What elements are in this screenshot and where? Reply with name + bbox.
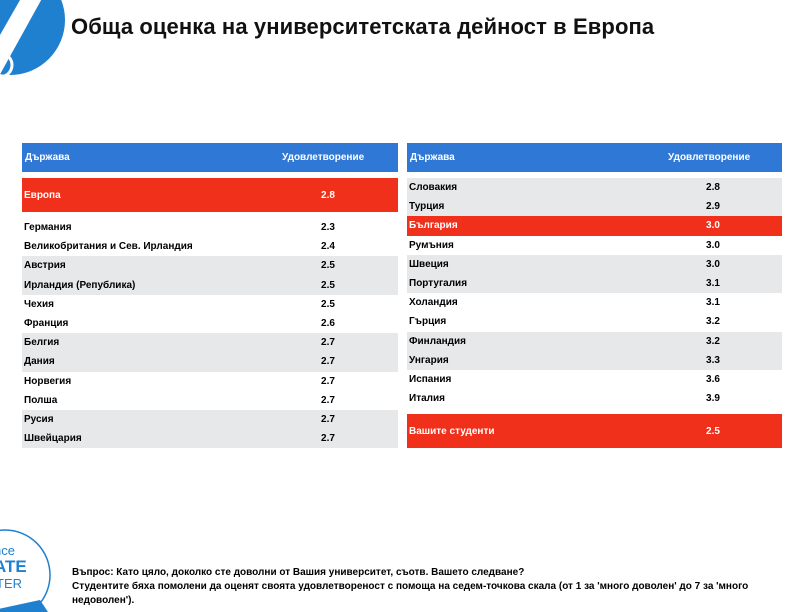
row-country: Швеция bbox=[409, 258, 449, 270]
row-value: 2.3 bbox=[321, 222, 335, 234]
row-value: 3.0 bbox=[706, 258, 720, 270]
row-value: 3.3 bbox=[706, 354, 720, 366]
row-country: Чехия bbox=[24, 298, 54, 310]
logo-text-line3: TER bbox=[0, 576, 22, 591]
row-value: 2.5 bbox=[321, 260, 335, 272]
row-country: Вашите студенти bbox=[409, 425, 495, 437]
right-table-header: Държава Удовлетворение bbox=[407, 143, 782, 172]
row-country: Италия bbox=[409, 393, 445, 405]
table-row: Швеция 3.0 bbox=[407, 254, 782, 274]
row-country: Гърция bbox=[409, 316, 447, 328]
row-country: Холандия bbox=[409, 297, 458, 309]
table-row: Франция 2.6 bbox=[22, 314, 398, 333]
brand-logo-bottom-icon: nce ATE TER bbox=[0, 529, 51, 612]
row-value: 2.7 bbox=[321, 375, 335, 387]
row-country: Унгария bbox=[409, 354, 449, 366]
table-row: Белгия 2.7 bbox=[22, 333, 398, 353]
row-country: Швейцария bbox=[24, 433, 82, 445]
row-country: Финландия bbox=[409, 335, 467, 347]
table-row: Холандия 3.1 bbox=[407, 293, 782, 312]
table-row: Ирландия (Република) 2.5 bbox=[22, 275, 398, 295]
row-country: Румъния bbox=[409, 239, 454, 251]
row-country: Европа bbox=[24, 189, 61, 201]
header-satisfaction: Удовлетворение bbox=[282, 152, 365, 163]
brand-logo-top-icon bbox=[0, 0, 65, 79]
europe-row: Европа 2.8 bbox=[22, 178, 398, 212]
bulgaria-row: България 3.0 bbox=[407, 216, 782, 236]
table-row: Италия 3.9 bbox=[407, 389, 782, 408]
row-value: 2.5 bbox=[321, 298, 335, 310]
row-value: 3.2 bbox=[706, 335, 720, 347]
row-country: Русия bbox=[24, 413, 54, 425]
table-row: Унгария 3.3 bbox=[407, 350, 782, 370]
row-value: 2.9 bbox=[706, 201, 720, 213]
table-row: Великобритания и Сев. Ирландия 2.4 bbox=[22, 237, 398, 256]
table-row: Швейцария 2.7 bbox=[22, 429, 398, 449]
header-country: Държава bbox=[25, 152, 70, 163]
row-country: Германия bbox=[24, 222, 72, 234]
header-satisfaction: Удовлетворение bbox=[668, 152, 751, 163]
table-row: Турция 2.9 bbox=[407, 197, 782, 217]
page-title: Обща оценка на университетската дейност … bbox=[71, 14, 655, 39]
table-row: Словакия 2.8 bbox=[407, 178, 782, 198]
logo-text-line1: nce bbox=[0, 543, 15, 558]
row-value: 2.4 bbox=[321, 241, 335, 253]
table-row: Финландия 3.2 bbox=[407, 331, 782, 351]
scale-note: Студентите бяха помолени да оценят своят… bbox=[72, 581, 749, 606]
row-value: 2.8 bbox=[321, 189, 335, 201]
table-row: Германия 2.3 bbox=[22, 218, 398, 237]
row-value: 2.8 bbox=[706, 182, 720, 194]
row-value: 3.0 bbox=[706, 239, 720, 251]
table-row: Дания 2.7 bbox=[22, 352, 398, 372]
table-row: Полша 2.7 bbox=[22, 391, 398, 410]
footnote: Въпрос: Като цяло, доколко сте доволни о… bbox=[72, 566, 787, 608]
row-value: 2.7 bbox=[321, 433, 335, 445]
row-country: Ирландия (Република) bbox=[24, 279, 136, 291]
table-row: Португалия 3.1 bbox=[407, 273, 782, 294]
row-country: Австрия bbox=[24, 260, 66, 272]
table-row: Испания 3.6 bbox=[407, 370, 782, 389]
row-value: 2.5 bbox=[321, 279, 335, 291]
table-row: Норвегия 2.7 bbox=[22, 372, 398, 391]
right-satisfaction-table: Държава Удовлетворение Словакия 2.8 Турци… bbox=[407, 143, 782, 449]
row-value: 3.1 bbox=[706, 278, 720, 290]
row-value: 2.7 bbox=[321, 356, 335, 368]
row-value: 2.7 bbox=[321, 337, 335, 349]
row-country: Франция bbox=[24, 318, 69, 330]
row-value: 2.5 bbox=[706, 425, 720, 437]
table-row: Румъния 3.0 bbox=[407, 236, 782, 255]
row-value: 2.7 bbox=[321, 394, 335, 406]
row-country: Дания bbox=[24, 356, 55, 368]
row-country: Великобритания и Сев. Ирландия bbox=[24, 241, 193, 253]
row-country: Испания bbox=[409, 373, 452, 385]
row-country: България bbox=[409, 220, 458, 232]
table-row: Русия 2.7 bbox=[22, 409, 398, 430]
row-country: Португалия bbox=[409, 278, 468, 290]
row-value: 2.6 bbox=[321, 318, 335, 330]
row-value: 3.6 bbox=[706, 373, 720, 385]
row-country: Норвегия bbox=[24, 375, 72, 387]
row-value: 3.0 bbox=[706, 220, 720, 232]
row-country: Турция bbox=[409, 201, 445, 213]
survey-question: Въпрос: Като цяло, доколко сте доволни о… bbox=[72, 567, 525, 578]
header-country: Държава bbox=[410, 152, 455, 163]
your-students-row: Вашите студенти 2.5 bbox=[407, 414, 782, 449]
row-value: 3.9 bbox=[706, 393, 720, 405]
left-table-header: Държава Удовлетворение bbox=[22, 143, 398, 172]
table-row: Чехия 2.5 bbox=[22, 295, 398, 314]
row-country: Белгия bbox=[24, 337, 60, 349]
row-value: 2.7 bbox=[321, 413, 335, 425]
left-satisfaction-table: Държава Удовлетворение Европа 2.8 Герман… bbox=[22, 143, 398, 449]
row-value: 3.1 bbox=[706, 297, 720, 309]
row-value: 3.2 bbox=[706, 316, 720, 328]
table-row: Австрия 2.5 bbox=[22, 256, 398, 276]
row-country: Полша bbox=[24, 394, 58, 406]
table-row: Гърция 3.2 bbox=[407, 312, 782, 331]
row-country: Словакия bbox=[409, 182, 458, 194]
logo-text-line2: ATE bbox=[0, 557, 27, 576]
